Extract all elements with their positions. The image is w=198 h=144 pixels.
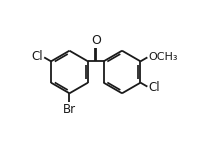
- Text: O: O: [91, 34, 101, 47]
- Text: OCH₃: OCH₃: [148, 52, 178, 62]
- Text: Br: Br: [63, 103, 76, 116]
- Text: Cl: Cl: [148, 81, 160, 94]
- Text: Cl: Cl: [32, 50, 43, 63]
